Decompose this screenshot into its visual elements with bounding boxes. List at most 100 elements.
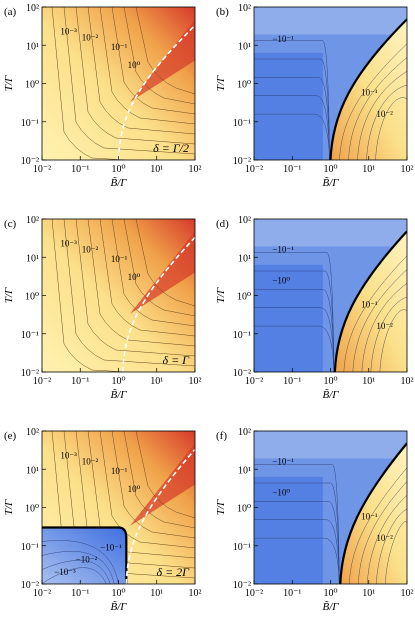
x-tick-label: 10⁻² xyxy=(245,164,263,175)
y-tick-label: 10⁰ xyxy=(237,292,251,303)
contour-line xyxy=(352,269,407,372)
x-tick-label: 10⁻² xyxy=(33,376,51,387)
x-tick-label: 10⁻¹ xyxy=(71,376,89,387)
x-tick-label: 10¹ xyxy=(150,164,163,175)
contour-label: 10⁻¹ xyxy=(111,42,128,52)
x-tick-label: 10² xyxy=(401,588,414,599)
contour-line xyxy=(385,521,407,584)
positive-region xyxy=(42,219,195,372)
contour-label: −10⁻² xyxy=(76,555,98,565)
panel-label: (c) xyxy=(4,218,17,230)
y-tick-label: 10⁻¹ xyxy=(233,118,251,129)
contour-line xyxy=(254,307,335,372)
contour-label: 10⁻² xyxy=(376,321,393,331)
contour-label: 10⁻¹ xyxy=(111,466,128,476)
contour-line xyxy=(51,219,131,372)
positive-wedge xyxy=(334,231,407,372)
panel-label: (f) xyxy=(216,430,227,442)
x-tick-label: 10⁻¹ xyxy=(283,376,301,387)
guide-curve xyxy=(117,24,195,160)
contour-line xyxy=(135,7,195,95)
contour-line xyxy=(357,71,407,160)
panel-b: 10⁻² 10⁻¹ 10⁰ 10¹ 10² 10² 10¹ 10⁰ 10⁻¹ 10⁻² B̃/Γ T/… xyxy=(215,3,414,189)
sign-boundary xyxy=(333,230,407,372)
x-tick-label: 10⁻¹ xyxy=(283,588,301,599)
contour-line xyxy=(343,255,407,372)
x-tick-label: 10¹ xyxy=(150,376,163,387)
contour-line xyxy=(339,43,407,160)
contour-label: 10⁻³ xyxy=(60,451,77,461)
y-tick-label: 10² xyxy=(26,215,39,226)
positive-region xyxy=(42,7,195,160)
y-tick-label: 10⁻² xyxy=(233,368,251,379)
x-tick-label: 10¹ xyxy=(150,588,163,599)
contour-area xyxy=(254,7,407,160)
contour-line xyxy=(63,219,195,367)
x-tick-label: 10¹ xyxy=(362,588,375,599)
x-tick-label: 10⁰ xyxy=(111,588,125,599)
contour-line xyxy=(358,481,407,584)
contour-line xyxy=(135,431,195,519)
y-tick-label: 10² xyxy=(26,427,39,438)
contour-area xyxy=(254,219,407,372)
contour-label: −10⁻¹ xyxy=(272,34,294,44)
x-tick-label: 10⁻¹ xyxy=(71,588,89,599)
contour-area xyxy=(42,7,195,160)
contour-line xyxy=(375,97,407,160)
contour-line xyxy=(348,57,407,160)
y-tick-label: 10⁰ xyxy=(25,80,39,91)
negative-band xyxy=(254,431,407,459)
x-tick-label: 10⁻² xyxy=(245,588,263,599)
contour-line xyxy=(75,219,195,357)
y-tick-label: 10⁻¹ xyxy=(21,542,39,553)
contour-label: 10⁰ xyxy=(128,60,141,70)
y-axis-label: T/Γ xyxy=(215,75,227,91)
contour-line xyxy=(42,551,115,584)
x-tick-label: 10² xyxy=(189,164,202,175)
y-tick-label: 10¹ xyxy=(26,465,39,476)
y-tick-label: 10¹ xyxy=(238,41,251,52)
panel-e: 10⁻² 10⁻¹ 10⁰ 10¹ 10²10²10¹10⁰10⁻¹10⁻²B̃/ΓT/… xyxy=(3,427,202,613)
x-axis-label: B̃/Γ xyxy=(322,388,339,401)
negative-band xyxy=(254,7,407,35)
y-tick-label: 10⁻¹ xyxy=(233,542,251,553)
y-tick-label: 10⁻² xyxy=(21,368,39,379)
contour-line xyxy=(42,567,107,584)
contour-line xyxy=(42,560,111,584)
contour-line xyxy=(87,7,195,135)
negative-band xyxy=(254,219,407,247)
panel-f: 10⁻² 10⁻¹ 10⁰ 10¹ 10² 10² 10¹ 10⁰ 10⁻¹ 10⁻² B̃/Γ T/… xyxy=(215,427,414,613)
y-axis-label: T/Γ xyxy=(3,75,15,91)
y-axis-label: T/Γ xyxy=(3,499,15,515)
x-tick-label: 10⁰ xyxy=(323,376,337,387)
ridge xyxy=(130,443,195,526)
delta-annotation: δ = 2Γ xyxy=(156,565,190,579)
y-tick-label: 10⁻¹ xyxy=(21,118,39,129)
y-tick-label: 10⁻¹ xyxy=(233,330,251,341)
contour-label: 10⁻¹ xyxy=(361,300,378,310)
contour-line xyxy=(366,84,407,160)
x-tick-label: 10⁻² xyxy=(33,164,51,175)
panel-d: 10⁻² 10⁻¹ 10⁰ 10¹ 10² 10² 10¹ 10⁰ 10⁻¹ 10⁻² B̃/Γ T/… xyxy=(215,215,414,401)
x-tick-label: 10⁻² xyxy=(33,588,51,599)
y-tick-label: 10² xyxy=(238,3,251,14)
contour-label: 10⁻¹ xyxy=(111,254,128,264)
y-tick-label: 10⁻² xyxy=(233,156,251,167)
y-tick-label: 10¹ xyxy=(238,253,251,264)
x-tick-label: 10² xyxy=(189,376,202,387)
panel-label: (a) xyxy=(4,6,17,18)
contour-label: −10⁻¹ xyxy=(100,542,122,552)
contour-line xyxy=(254,113,330,160)
contour-line xyxy=(99,219,195,337)
contour-label: −10⁻³ xyxy=(54,567,76,577)
x-tick-label: 10⁰ xyxy=(111,164,125,175)
contour-label: −10⁻¹ xyxy=(272,457,294,467)
contour-label: 10⁰ xyxy=(128,272,141,282)
contour-line xyxy=(254,95,330,160)
negative-core xyxy=(254,264,323,372)
x-tick-label: 10⁰ xyxy=(323,164,337,175)
contour-line xyxy=(254,519,340,584)
y-tick-label: 10² xyxy=(238,215,251,226)
contour-line xyxy=(51,7,131,160)
contour-label: 10⁰ xyxy=(128,484,141,494)
